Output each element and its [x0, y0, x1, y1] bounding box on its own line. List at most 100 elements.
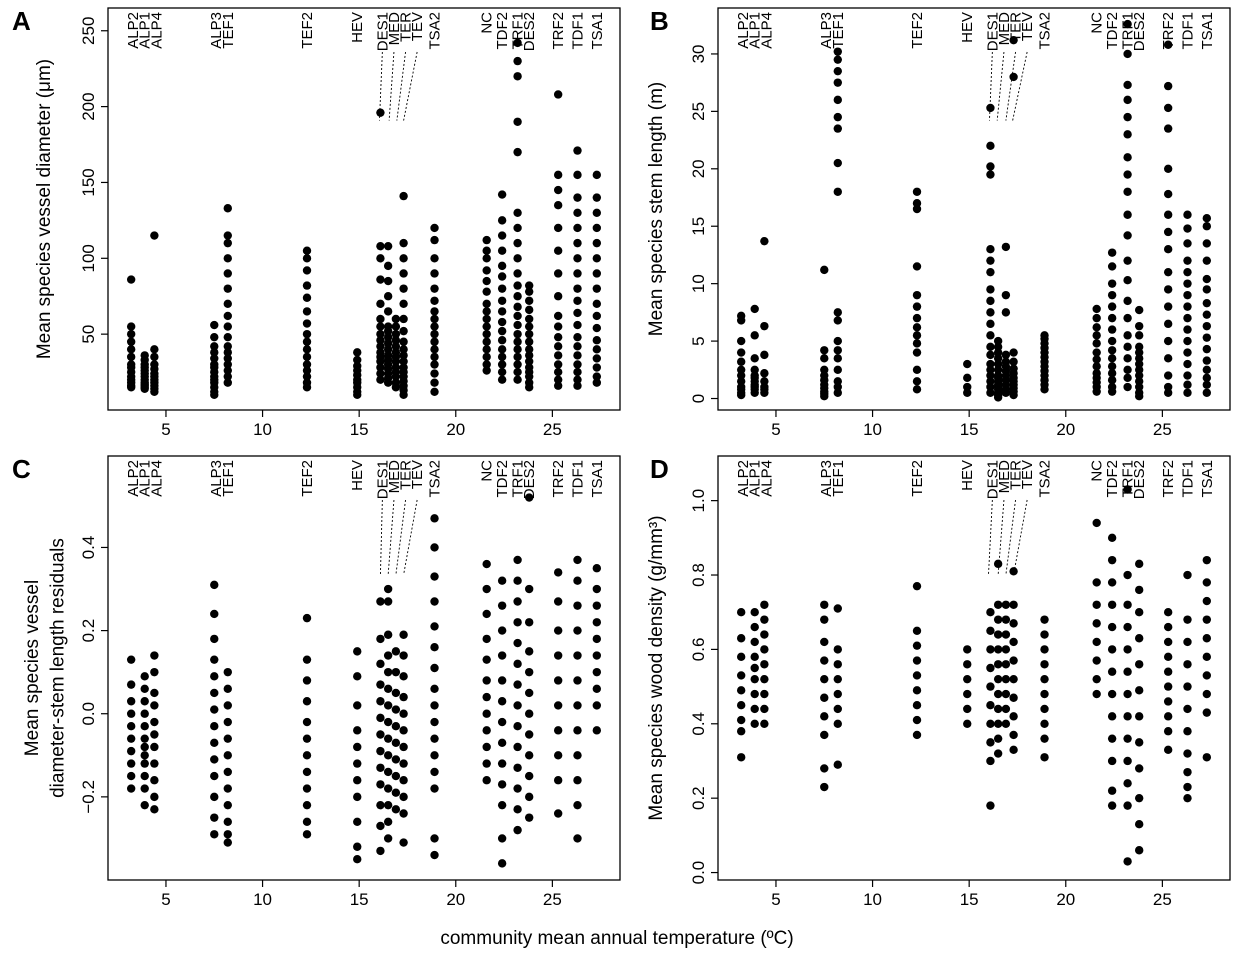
data-point — [1092, 331, 1101, 340]
site-label-leader — [1005, 51, 1016, 121]
data-point — [573, 626, 582, 635]
data-point — [1134, 377, 1144, 386]
site-label: ALP4 — [758, 460, 775, 497]
data-point — [497, 859, 507, 868]
data-point — [399, 337, 408, 346]
data-point — [592, 726, 602, 735]
data-point — [223, 342, 232, 351]
site-label: ALP1 — [747, 460, 764, 497]
data-point — [1001, 645, 1011, 654]
data-point — [573, 375, 582, 384]
data-point — [223, 322, 232, 331]
data-point — [553, 676, 563, 685]
x-tick-label: 5 — [771, 420, 780, 439]
x-tick-label: 25 — [543, 890, 562, 909]
data-point — [573, 701, 582, 710]
plot-frame — [107, 7, 621, 411]
data-point — [399, 709, 408, 718]
site-label: TEF2 — [299, 12, 316, 49]
data-point — [497, 626, 507, 635]
data-point — [513, 618, 522, 627]
panel-letter: B — [650, 6, 669, 36]
data-point — [376, 597, 385, 606]
data-point — [1123, 365, 1132, 374]
data-point — [482, 337, 491, 346]
data-point — [482, 726, 491, 735]
x-tick-label: 20 — [1056, 420, 1075, 439]
data-point — [833, 760, 842, 769]
data-point — [513, 825, 522, 835]
data-point — [592, 378, 602, 387]
data-point — [993, 749, 1003, 758]
data-point — [592, 564, 602, 573]
data-point — [376, 800, 385, 810]
site-label-leader — [1012, 51, 1028, 121]
data-point — [1134, 712, 1144, 721]
data-point — [986, 388, 995, 397]
data-point — [833, 55, 842, 64]
data-point — [1123, 373, 1132, 383]
data-point — [1123, 187, 1132, 196]
site-label: TDF2 — [494, 12, 511, 50]
data-point — [126, 771, 136, 781]
data-point — [210, 332, 219, 342]
y-tick-label: 0.6 — [689, 638, 708, 662]
data-point — [1202, 671, 1212, 680]
data-point — [126, 709, 136, 718]
data-point — [1040, 615, 1049, 624]
site-label: DES2 — [1131, 12, 1148, 51]
site-label: TDF2 — [1104, 460, 1121, 498]
data-point — [430, 254, 439, 263]
data-point — [482, 345, 491, 354]
data-point — [513, 320, 522, 330]
data-point — [592, 651, 602, 660]
data-point — [820, 600, 829, 609]
site-label: TER — [1008, 460, 1025, 490]
data-point — [223, 378, 232, 387]
site-label: ALP4 — [148, 12, 165, 49]
data-point — [1183, 704, 1192, 714]
data-point — [513, 375, 522, 384]
data-point — [1001, 242, 1011, 252]
data-point — [912, 290, 922, 300]
data-point — [760, 660, 769, 669]
data-point — [1040, 660, 1049, 669]
data-point — [833, 346, 842, 355]
data-point — [399, 759, 408, 768]
data-point — [482, 276, 491, 286]
data-point — [1183, 302, 1192, 311]
data-point — [986, 645, 995, 654]
data-point — [573, 360, 582, 369]
data-point — [1183, 313, 1192, 323]
data-point — [391, 738, 401, 748]
data-point — [760, 321, 769, 331]
data-point — [833, 47, 842, 56]
panel-letter: C — [12, 454, 31, 484]
data-point — [986, 365, 995, 374]
data-point — [833, 78, 842, 87]
data-point — [513, 311, 522, 321]
data-point — [399, 191, 408, 201]
data-point — [833, 604, 842, 613]
data-point — [497, 317, 507, 327]
data-point — [210, 705, 219, 714]
data-point — [140, 759, 149, 768]
data-point — [912, 377, 922, 386]
data-point — [223, 254, 232, 263]
data-point — [482, 776, 491, 785]
y-tick-label: 15 — [689, 217, 708, 236]
data-point — [1134, 820, 1144, 829]
data-point — [376, 659, 385, 669]
data-point — [833, 689, 842, 699]
data-point — [963, 689, 972, 699]
data-point — [513, 345, 522, 354]
data-point — [573, 676, 582, 685]
data-point — [553, 311, 563, 321]
data-point — [210, 738, 219, 748]
site-label: TER — [398, 460, 415, 490]
data-point — [1123, 170, 1132, 179]
data-point — [223, 717, 232, 727]
data-point — [1183, 224, 1192, 233]
data-point — [553, 597, 563, 606]
data-point — [592, 223, 602, 233]
